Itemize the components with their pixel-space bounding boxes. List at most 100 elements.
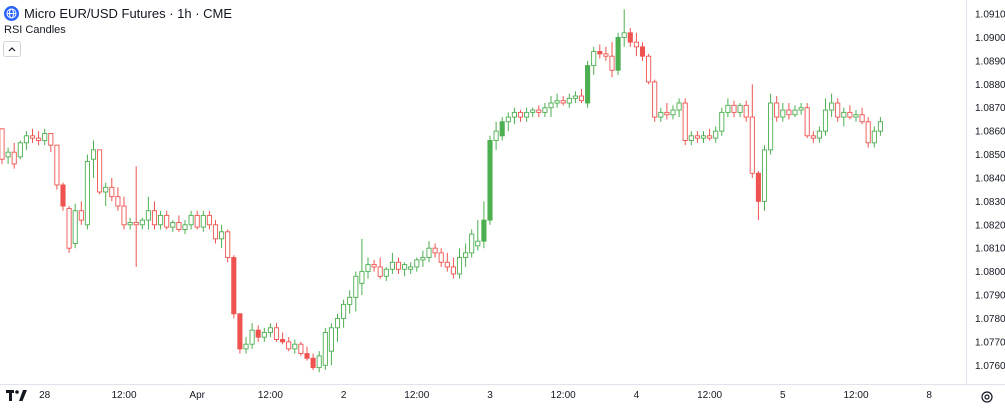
candle[interactable] [231, 255, 237, 319]
candle[interactable] [292, 339, 298, 354]
candle[interactable] [743, 100, 749, 122]
candle[interactable] [42, 128, 48, 146]
candle[interactable] [652, 79, 658, 122]
candle[interactable] [371, 259, 377, 272]
candle[interactable] [36, 131, 42, 146]
candle[interactable] [200, 210, 206, 232]
candle[interactable] [621, 9, 627, 47]
candle[interactable] [432, 243, 438, 258]
candle[interactable] [341, 299, 347, 328]
candle[interactable] [505, 112, 511, 132]
candle[interactable] [603, 46, 609, 61]
candle[interactable] [316, 351, 322, 373]
candle[interactable] [682, 98, 688, 146]
candle[interactable] [731, 100, 737, 118]
candle[interactable] [859, 107, 865, 125]
candle[interactable] [713, 126, 719, 143]
candle[interactable] [249, 323, 255, 349]
candle[interactable] [280, 332, 286, 345]
candle[interactable] [725, 98, 731, 118]
candle[interactable] [127, 217, 133, 230]
candle[interactable] [566, 93, 572, 108]
candle[interactable] [72, 203, 78, 249]
candle[interactable] [481, 201, 487, 249]
candle[interactable] [633, 32, 639, 57]
candle[interactable] [780, 103, 786, 122]
candle[interactable] [243, 337, 249, 354]
price-axis[interactable]: 1.0910 1.0900 1.0890 1.0880 1.0870 1.0860 1.08… [975, 10, 1005, 372]
candle[interactable] [688, 131, 694, 146]
candle[interactable] [255, 325, 261, 342]
candle[interactable] [304, 346, 310, 361]
settings-icon[interactable] [980, 390, 994, 409]
candle[interactable] [29, 128, 36, 143]
candle[interactable] [54, 144, 60, 190]
candle[interactable] [365, 257, 371, 279]
candle[interactable] [97, 149, 103, 195]
candle[interactable] [554, 93, 560, 108]
candle[interactable] [23, 131, 29, 150]
candle[interactable] [17, 140, 23, 160]
candle[interactable] [164, 210, 170, 230]
candle[interactable] [212, 220, 219, 244]
candle[interactable] [877, 117, 883, 136]
candle[interactable] [383, 266, 389, 281]
candle[interactable] [84, 154, 90, 230]
candle[interactable] [115, 187, 121, 211]
candle[interactable] [865, 117, 871, 148]
candle[interactable] [487, 135, 493, 225]
candle[interactable] [810, 131, 816, 143]
candle[interactable] [615, 32, 621, 75]
candle[interactable] [60, 182, 66, 211]
candle[interactable] [151, 201, 158, 230]
candle[interactable] [829, 93, 835, 118]
candle[interactable] [822, 98, 829, 136]
candle[interactable] [578, 88, 585, 104]
candle[interactable] [572, 91, 578, 104]
candle[interactable] [658, 107, 664, 122]
candle[interactable] [353, 271, 359, 312]
candle[interactable] [5, 147, 11, 164]
candle[interactable] [206, 210, 212, 230]
candle[interactable] [853, 110, 859, 122]
candle[interactable] [139, 217, 145, 230]
candle[interactable] [377, 257, 383, 279]
candle[interactable] [768, 93, 774, 155]
candle[interactable] [225, 229, 231, 263]
candle[interactable] [444, 252, 450, 272]
candle[interactable] [322, 327, 328, 370]
candle[interactable] [585, 60, 591, 108]
candle[interactable] [310, 353, 316, 370]
candle[interactable] [66, 206, 72, 253]
candle[interactable] [176, 215, 182, 232]
candle[interactable] [456, 248, 463, 279]
indicator-label[interactable]: RSI Candles [4, 24, 66, 36]
candle[interactable] [719, 107, 725, 136]
candle[interactable] [749, 84, 755, 178]
candle[interactable] [524, 107, 530, 122]
candle[interactable] [755, 170, 761, 221]
candle[interactable] [499, 117, 505, 141]
candle[interactable] [133, 166, 139, 267]
candle[interactable] [700, 131, 707, 143]
candle[interactable] [48, 133, 54, 153]
candle[interactable] [591, 46, 597, 75]
candle[interactable] [389, 252, 395, 274]
candle[interactable] [109, 177, 115, 202]
candle[interactable] [194, 210, 200, 230]
candle[interactable] [286, 337, 292, 352]
candle[interactable] [0, 128, 5, 164]
candle[interactable] [548, 96, 554, 118]
candle[interactable] [402, 262, 408, 277]
candle[interactable] [237, 313, 243, 354]
candle[interactable] [11, 142, 17, 169]
candle[interactable] [511, 107, 517, 125]
candle[interactable] [78, 201, 84, 225]
collapse-legend-button[interactable] [3, 41, 21, 57]
candle[interactable] [267, 323, 273, 338]
candle[interactable] [761, 145, 768, 211]
candle[interactable] [835, 98, 841, 122]
candle[interactable] [334, 313, 341, 342]
candle[interactable] [493, 121, 499, 150]
